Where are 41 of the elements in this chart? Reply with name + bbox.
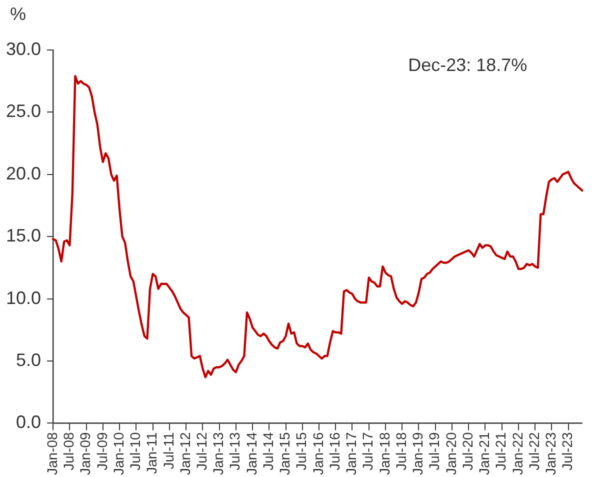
y-tick-label: 30.0 — [6, 38, 42, 59]
annotation: Dec-23: 18.7% — [408, 54, 528, 75]
x-tick-label: Jan-08 — [44, 432, 60, 476]
x-tick-label: Jul-16 — [326, 432, 342, 470]
x-tick-label: Jan-12 — [176, 432, 193, 476]
x-tick-label: Jan-18 — [376, 432, 392, 476]
x-tick-label: Jul-08 — [60, 432, 77, 470]
x-tick-label: Jan-14 — [243, 432, 260, 476]
x-tick-label: Jan-13 — [210, 432, 226, 476]
x-tick-label: Jan-15 — [276, 432, 293, 476]
x-tick-label: Jan-17 — [343, 432, 360, 476]
x-tick-label: Jul-22 — [526, 432, 542, 470]
y-tick-label: 5.0 — [16, 350, 42, 370]
x-tick-label: Jul-09 — [94, 432, 110, 470]
x-tick-label: Jan-23 — [542, 432, 559, 476]
x-tick-label: Jan-21 — [476, 432, 492, 476]
y-tick-label: 10.0 — [6, 288, 42, 308]
y-tick-label: 25.0 — [6, 101, 42, 122]
x-tick-label: Jan-20 — [442, 432, 459, 476]
y-tick-label: 20.0 — [6, 163, 42, 184]
x-tick-label: Jan-11 — [144, 432, 160, 474]
x-tick-label: Jul-12 — [194, 432, 210, 470]
y-tick-label: 15.0 — [6, 226, 42, 246]
x-tick-label: Jul-11 — [160, 432, 176, 470]
x-tick-label: Jul-10 — [127, 432, 144, 470]
x-tick-label: Jan-09 — [77, 432, 94, 476]
x-tick-label: Jan-22 — [509, 432, 526, 476]
x-tick-label: Jul-13 — [226, 432, 243, 470]
y-axis-title: % — [10, 4, 26, 24]
x-tick-label: Jul-23 — [559, 432, 576, 470]
x-tick-label: Jul-18 — [392, 432, 409, 470]
x-tick-label: Jul-14 — [260, 432, 276, 470]
x-tick-label: Jul-15 — [293, 432, 310, 470]
x-tick-label: Jul-20 — [459, 432, 476, 470]
x-tick-label: Jul-17 — [360, 432, 376, 470]
x-tick-label: Jul-19 — [426, 432, 442, 470]
x-tick-label: Jan-19 — [410, 432, 426, 476]
x-tick-label: Jan-10 — [110, 432, 126, 476]
y-tick-label: 0.0 — [16, 412, 42, 432]
x-tick-label: Jul-21 — [492, 432, 509, 470]
x-tick-label: Jan-16 — [310, 432, 326, 476]
